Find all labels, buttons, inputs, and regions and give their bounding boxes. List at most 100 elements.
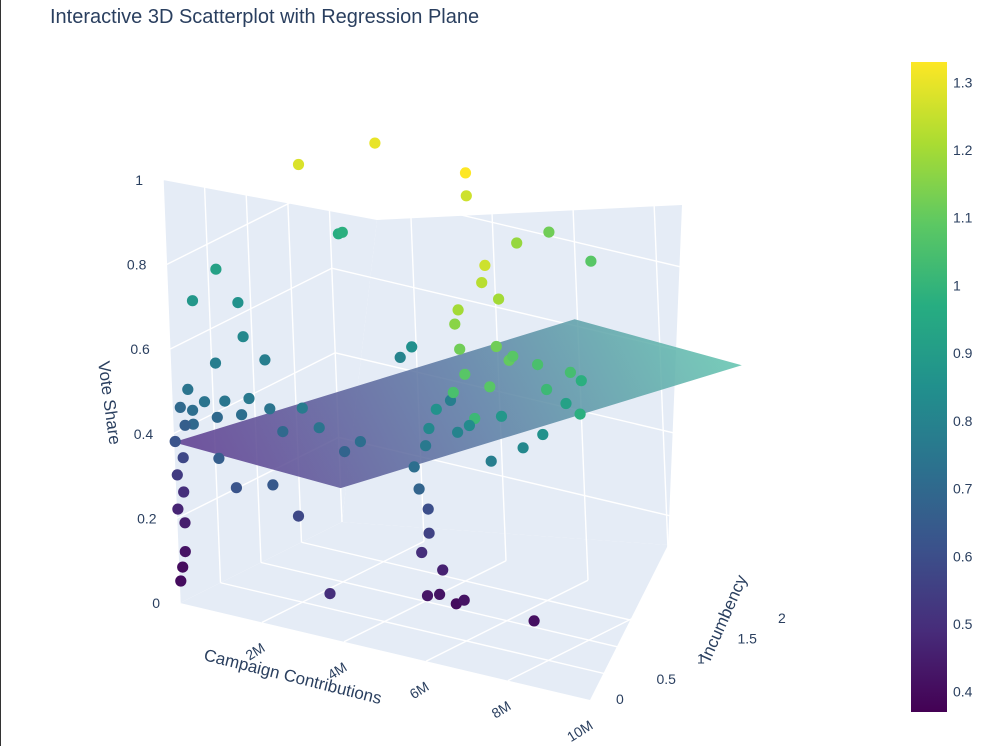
data-point[interactable]: [485, 455, 497, 467]
data-point[interactable]: [292, 158, 305, 171]
data-point[interactable]: [182, 383, 194, 395]
chart-title: Interactive 3D Scatterplot with Regressi…: [50, 6, 480, 28]
data-point[interactable]: [232, 297, 244, 309]
data-point[interactable]: [230, 482, 242, 494]
data-point[interactable]: [296, 402, 308, 414]
data-point[interactable]: [423, 527, 435, 539]
edge: [162, 98, 326, 181]
wall-grid-z-left: [172, 352, 336, 435]
data-point[interactable]: [476, 277, 488, 289]
data-point[interactable]: [449, 318, 461, 330]
data-point[interactable]: [237, 331, 249, 343]
data-point[interactable]: [172, 503, 184, 515]
data-point[interactable]: [179, 546, 191, 558]
data-point[interactable]: [458, 594, 470, 606]
data-point[interactable]: [277, 426, 289, 438]
data-point[interactable]: [339, 446, 351, 458]
data-point[interactable]: [543, 226, 555, 238]
data-point[interactable]: [434, 588, 446, 601]
data-point[interactable]: [452, 426, 464, 438]
data-point[interactable]: [564, 366, 577, 378]
data-point[interactable]: [511, 237, 523, 249]
data-point[interactable]: [187, 404, 199, 416]
colorbar-tick-label: 1.2: [953, 142, 973, 158]
data-point[interactable]: [177, 561, 189, 573]
data-point[interactable]: [259, 354, 271, 366]
z-axis-title: Vote Share: [94, 360, 125, 446]
data-point[interactable]: [177, 452, 189, 464]
y-axis-ticks: 0 0.5 1 1.5 2: [616, 610, 786, 707]
data-point[interactable]: [422, 503, 434, 515]
x-tick-label: 6M: [407, 678, 432, 702]
data-point[interactable]: [313, 422, 325, 434]
data-point[interactable]: [174, 401, 186, 413]
data-point[interactable]: [423, 422, 435, 435]
wall-grid-z-left: [166, 182, 329, 266]
z-tick-label: 1: [135, 172, 143, 188]
data-point[interactable]: [406, 341, 418, 353]
data-point[interactable]: [213, 452, 225, 464]
data-point[interactable]: [416, 546, 428, 559]
edge: [162, 179, 181, 604]
data-point[interactable]: [460, 190, 472, 202]
data-point[interactable]: [179, 517, 191, 529]
data-point[interactable]: [264, 403, 276, 415]
data-point[interactable]: [490, 340, 502, 353]
data-point[interactable]: [267, 479, 279, 491]
data-point[interactable]: [495, 410, 508, 422]
data-point[interactable]: [179, 419, 191, 431]
data-point[interactable]: [394, 351, 406, 363]
data-point[interactable]: [210, 263, 222, 275]
data-point[interactable]: [452, 304, 464, 316]
data-point[interactable]: [532, 359, 544, 371]
data-point[interactable]: [437, 564, 449, 576]
data-point[interactable]: [575, 375, 587, 387]
data-point[interactable]: [198, 396, 211, 408]
floor-grid-y: [260, 561, 672, 661]
data-point[interactable]: [541, 383, 553, 396]
data-point[interactable]: [447, 386, 459, 399]
data-point[interactable]: [178, 486, 190, 498]
data-point[interactable]: [574, 408, 586, 420]
data-point[interactable]: [463, 419, 475, 432]
edge: [324, 98, 736, 197]
data-point[interactable]: [517, 442, 529, 454]
data-point[interactable]: [454, 343, 466, 355]
data-point[interactable]: [243, 392, 255, 405]
data-point[interactable]: [459, 167, 472, 179]
data-point[interactable]: [175, 575, 187, 587]
data-point[interactable]: [211, 411, 223, 423]
y-tick-label: 0.5: [657, 671, 677, 687]
data-point[interactable]: [169, 435, 181, 448]
data-point[interactable]: [560, 397, 572, 410]
data-point[interactable]: [430, 403, 442, 415]
x-tick-label: 10M: [564, 717, 596, 745]
data-point[interactable]: [421, 590, 434, 602]
regression-plane-layer: [173, 319, 742, 489]
data-point[interactable]: [171, 469, 183, 481]
data-point[interactable]: [219, 395, 231, 407]
data-point[interactable]: [420, 440, 432, 452]
data-point[interactable]: [493, 293, 505, 305]
wall-grid-y: [202, 159, 222, 583]
data-points-layer[interactable]: [169, 137, 597, 627]
data-point[interactable]: [292, 510, 305, 522]
data-point[interactable]: [369, 137, 381, 149]
data-point[interactable]: [187, 418, 199, 430]
data-point[interactable]: [479, 259, 491, 271]
data-point[interactable]: [413, 483, 425, 495]
data-point[interactable]: [459, 368, 471, 380]
data-point[interactable]: [484, 381, 496, 393]
data-point[interactable]: [236, 409, 248, 421]
data-point[interactable]: [507, 350, 519, 362]
data-point[interactable]: [354, 436, 366, 448]
data-point[interactable]: [209, 357, 222, 369]
data-point[interactable]: [585, 255, 597, 267]
data-point[interactable]: [537, 428, 549, 441]
data-point[interactable]: [408, 461, 420, 473]
data-point[interactable]: [336, 226, 348, 238]
data-point[interactable]: [528, 615, 540, 627]
data-point[interactable]: [186, 295, 199, 307]
data-point[interactable]: [324, 588, 336, 600]
